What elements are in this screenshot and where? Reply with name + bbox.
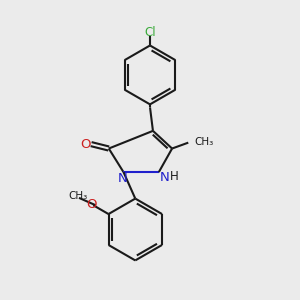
Text: O: O xyxy=(86,198,97,211)
Text: H: H xyxy=(170,170,178,183)
Text: CH₃: CH₃ xyxy=(68,191,87,201)
Text: CH₃: CH₃ xyxy=(194,137,213,147)
Text: Cl: Cl xyxy=(144,26,156,39)
Text: O: O xyxy=(81,138,91,151)
Text: N: N xyxy=(159,171,169,184)
Text: N: N xyxy=(118,172,128,185)
